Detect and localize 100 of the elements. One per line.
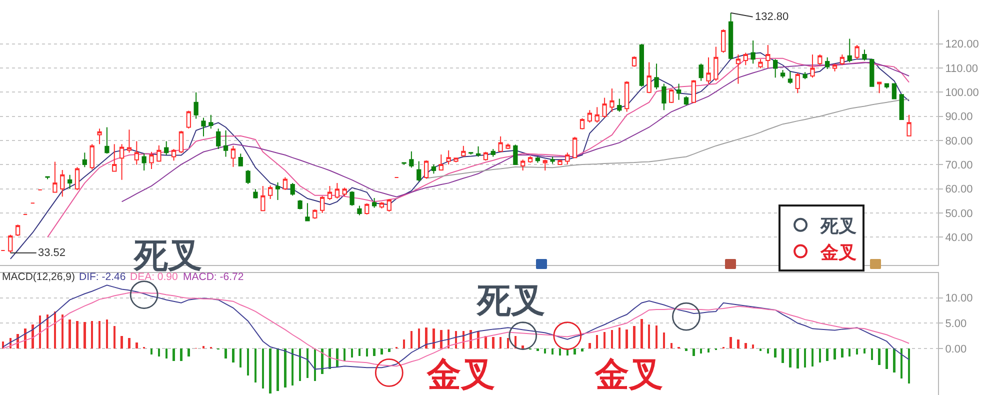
bar <box>321 348 324 374</box>
candlestick <box>342 187 347 197</box>
candlestick <box>617 98 622 112</box>
candlestick <box>424 160 429 180</box>
candlestick <box>45 176 50 180</box>
candlestick <box>134 140 139 166</box>
candlestick <box>736 54 741 84</box>
bar <box>106 320 108 348</box>
bar <box>269 348 272 394</box>
candlestick <box>728 12 734 60</box>
candlestick <box>513 144 518 165</box>
candlestick <box>149 151 154 170</box>
bar <box>432 328 435 348</box>
bar <box>692 348 695 356</box>
bar <box>841 348 844 358</box>
y-tick-label: 120.00 <box>945 38 979 51</box>
y-tick-label: 100.00 <box>945 87 979 100</box>
candlestick <box>461 145 466 158</box>
bar <box>744 342 747 348</box>
candlestick <box>164 140 169 156</box>
bar <box>90 321 94 348</box>
bar <box>574 348 576 354</box>
candlestick <box>877 82 882 94</box>
candlestick <box>602 97 607 118</box>
annotation: MACD(12,26,9) <box>2 271 75 283</box>
bar <box>603 332 606 348</box>
bar <box>262 348 264 388</box>
bar <box>32 324 34 348</box>
candlestick <box>840 54 845 66</box>
bar <box>388 348 390 352</box>
candlestick <box>654 63 659 90</box>
candlestick <box>498 136 503 152</box>
candlestick <box>454 157 458 163</box>
bar <box>188 348 190 357</box>
candlestick <box>298 199 302 210</box>
candlestick <box>520 159 526 171</box>
bar <box>128 338 130 348</box>
candlestick <box>550 156 555 164</box>
bar <box>893 348 896 373</box>
candlestick <box>676 83 682 100</box>
bar <box>172 348 175 362</box>
annotation: DIF: -2.46 <box>79 271 126 283</box>
bar <box>373 348 376 356</box>
candlestick <box>750 40 756 64</box>
candlestick <box>52 161 58 193</box>
candlestick <box>379 202 384 209</box>
candlestick <box>305 202 310 222</box>
candlestick <box>156 144 162 162</box>
candlestick <box>558 159 562 166</box>
candlestick <box>327 185 332 200</box>
bar <box>610 330 614 348</box>
y-tick-label: 110.00 <box>945 62 978 75</box>
bar <box>425 328 428 348</box>
candlestick <box>178 130 184 154</box>
bar <box>670 342 672 348</box>
candlestick <box>698 63 704 82</box>
candlestick <box>580 118 585 130</box>
candlestick <box>268 184 273 200</box>
candlestick <box>275 182 280 200</box>
candlestick <box>142 153 146 171</box>
candlestick <box>230 145 236 168</box>
bar <box>113 326 116 348</box>
candlestick <box>899 94 904 120</box>
point <box>672 302 700 331</box>
bar <box>380 348 383 354</box>
candlestick <box>82 152 87 168</box>
candlestick <box>788 70 793 84</box>
candlestick <box>171 148 176 162</box>
y-tick-label: 0.00 <box>945 343 967 356</box>
candlestick <box>832 63 838 72</box>
bar <box>640 319 643 348</box>
candlestick <box>357 205 362 216</box>
point <box>130 280 158 309</box>
candlestick <box>208 114 214 130</box>
bar <box>618 328 621 348</box>
candlestick <box>67 174 72 190</box>
candlestick <box>416 160 422 182</box>
bar <box>522 345 524 348</box>
annotation: 金叉 <box>594 355 663 395</box>
candlestick <box>542 159 548 171</box>
bar <box>84 322 86 348</box>
candlestick <box>535 156 540 164</box>
bar <box>76 321 78 348</box>
candlestick <box>194 92 198 120</box>
candlestick <box>691 80 696 104</box>
annotation: 33.52 <box>38 247 66 259</box>
candlestick <box>238 153 243 166</box>
candlestick <box>74 166 80 191</box>
candlestick <box>350 190 354 206</box>
point <box>553 322 582 350</box>
candlestick <box>446 150 451 165</box>
candlestick <box>290 182 295 196</box>
candlestick <box>112 144 117 172</box>
candlestick <box>186 110 191 129</box>
candlestick <box>260 185 266 212</box>
bar <box>136 342 138 348</box>
candlestick <box>253 188 258 200</box>
annotation: 132.80 <box>755 11 789 23</box>
candlestick <box>409 150 414 168</box>
candlestick <box>906 114 912 136</box>
